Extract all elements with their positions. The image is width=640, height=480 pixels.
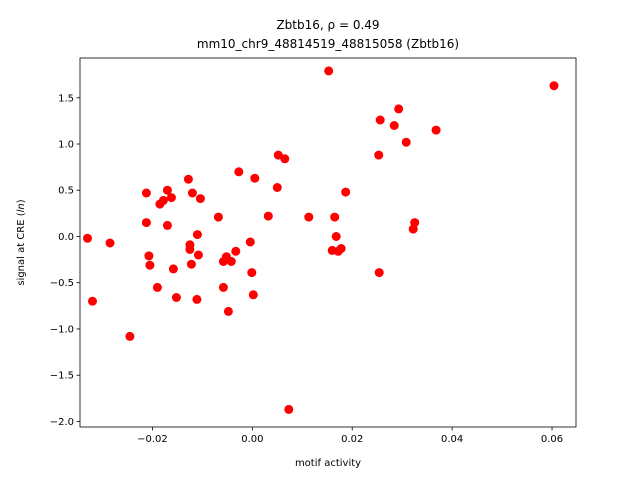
data-point-25 — [213, 212, 223, 222]
data-point-43 — [324, 66, 334, 76]
data-point-16 — [183, 174, 193, 184]
data-point-32 — [234, 167, 244, 177]
y-tick-label: 0.0 — [58, 232, 74, 243]
data-point-29 — [223, 306, 233, 316]
data-point-3 — [125, 331, 135, 341]
x-tick-label: −0.02 — [137, 434, 168, 445]
x-axis-ticks: −0.02 0.00 0.02 0.04 0.06 — [137, 427, 563, 445]
plot-area-frame — [79, 57, 577, 428]
data-point-0 — [83, 233, 92, 243]
data-point-22 — [192, 230, 202, 240]
data-point-2 — [105, 238, 115, 248]
data-point-30 — [226, 257, 236, 266]
data-point-42 — [304, 212, 314, 222]
data-point-53 — [389, 121, 399, 130]
y-tick-label: −0.5 — [50, 278, 74, 289]
data-point-55 — [401, 137, 411, 147]
data-point-11 — [162, 185, 172, 195]
data-points — [83, 66, 559, 414]
data-point-12 — [162, 220, 172, 230]
y-tick-label: −1.0 — [50, 324, 74, 335]
chart-title-line1: Zbtb16, ρ = 0.49 — [276, 18, 379, 32]
data-point-59 — [549, 81, 559, 91]
x-tick-label: 0.00 — [241, 434, 263, 445]
data-point-48 — [336, 244, 346, 253]
data-point-52 — [375, 115, 385, 125]
data-point-10 — [158, 195, 168, 205]
data-point-58 — [431, 125, 441, 135]
y-tick-label: 1.5 — [58, 93, 74, 104]
data-point-24 — [195, 194, 205, 204]
data-point-20 — [187, 188, 197, 198]
data-point-4 — [141, 188, 151, 198]
data-point-37 — [263, 211, 273, 221]
data-point-21 — [192, 294, 202, 304]
data-point-8 — [152, 282, 162, 292]
data-point-15 — [171, 293, 181, 302]
data-point-46 — [331, 232, 341, 241]
data-point-57 — [410, 218, 420, 228]
data-point-13 — [166, 193, 176, 203]
data-point-14 — [168, 264, 178, 274]
x-tick-label: 0.06 — [541, 434, 563, 445]
data-point-40 — [280, 154, 290, 164]
x-tick-label: 0.04 — [441, 434, 463, 445]
data-point-36 — [250, 173, 260, 183]
data-point-51 — [374, 268, 384, 278]
y-tick-label: −2.0 — [50, 417, 74, 428]
data-point-1 — [88, 296, 97, 306]
data-point-18 — [185, 244, 195, 254]
data-point-33 — [245, 237, 255, 247]
chart-title-line2: mm10_chr9_48814519_48815058 (Zbtb16) — [197, 37, 459, 51]
y-axis-label: signal at CRE (ln) — [16, 199, 27, 285]
data-point-27 — [218, 282, 228, 292]
data-point-7 — [145, 260, 155, 270]
data-point-34 — [247, 268, 257, 278]
y-tick-label: −1.5 — [50, 371, 74, 382]
data-point-5 — [141, 218, 151, 228]
data-point-49 — [341, 187, 351, 197]
data-point-38 — [272, 183, 282, 192]
data-point-6 — [144, 251, 154, 261]
y-tick-label: 0.5 — [58, 186, 74, 197]
data-point-45 — [330, 212, 340, 222]
data-point-31 — [231, 246, 241, 256]
data-point-35 — [248, 290, 258, 300]
x-tick-label: 0.02 — [341, 434, 363, 445]
y-tick-label: 1.0 — [58, 140, 74, 151]
data-point-19 — [186, 259, 196, 269]
data-point-41 — [284, 404, 294, 414]
data-point-54 — [394, 104, 404, 114]
data-point-50 — [374, 150, 384, 160]
data-point-23 — [193, 250, 203, 260]
y-axis-ticks: −2.0 −1.5 −1.0 −0.5 0.0 0.5 1.0 1.5 — [50, 93, 80, 428]
x-axis-label: motif activity — [295, 458, 361, 469]
